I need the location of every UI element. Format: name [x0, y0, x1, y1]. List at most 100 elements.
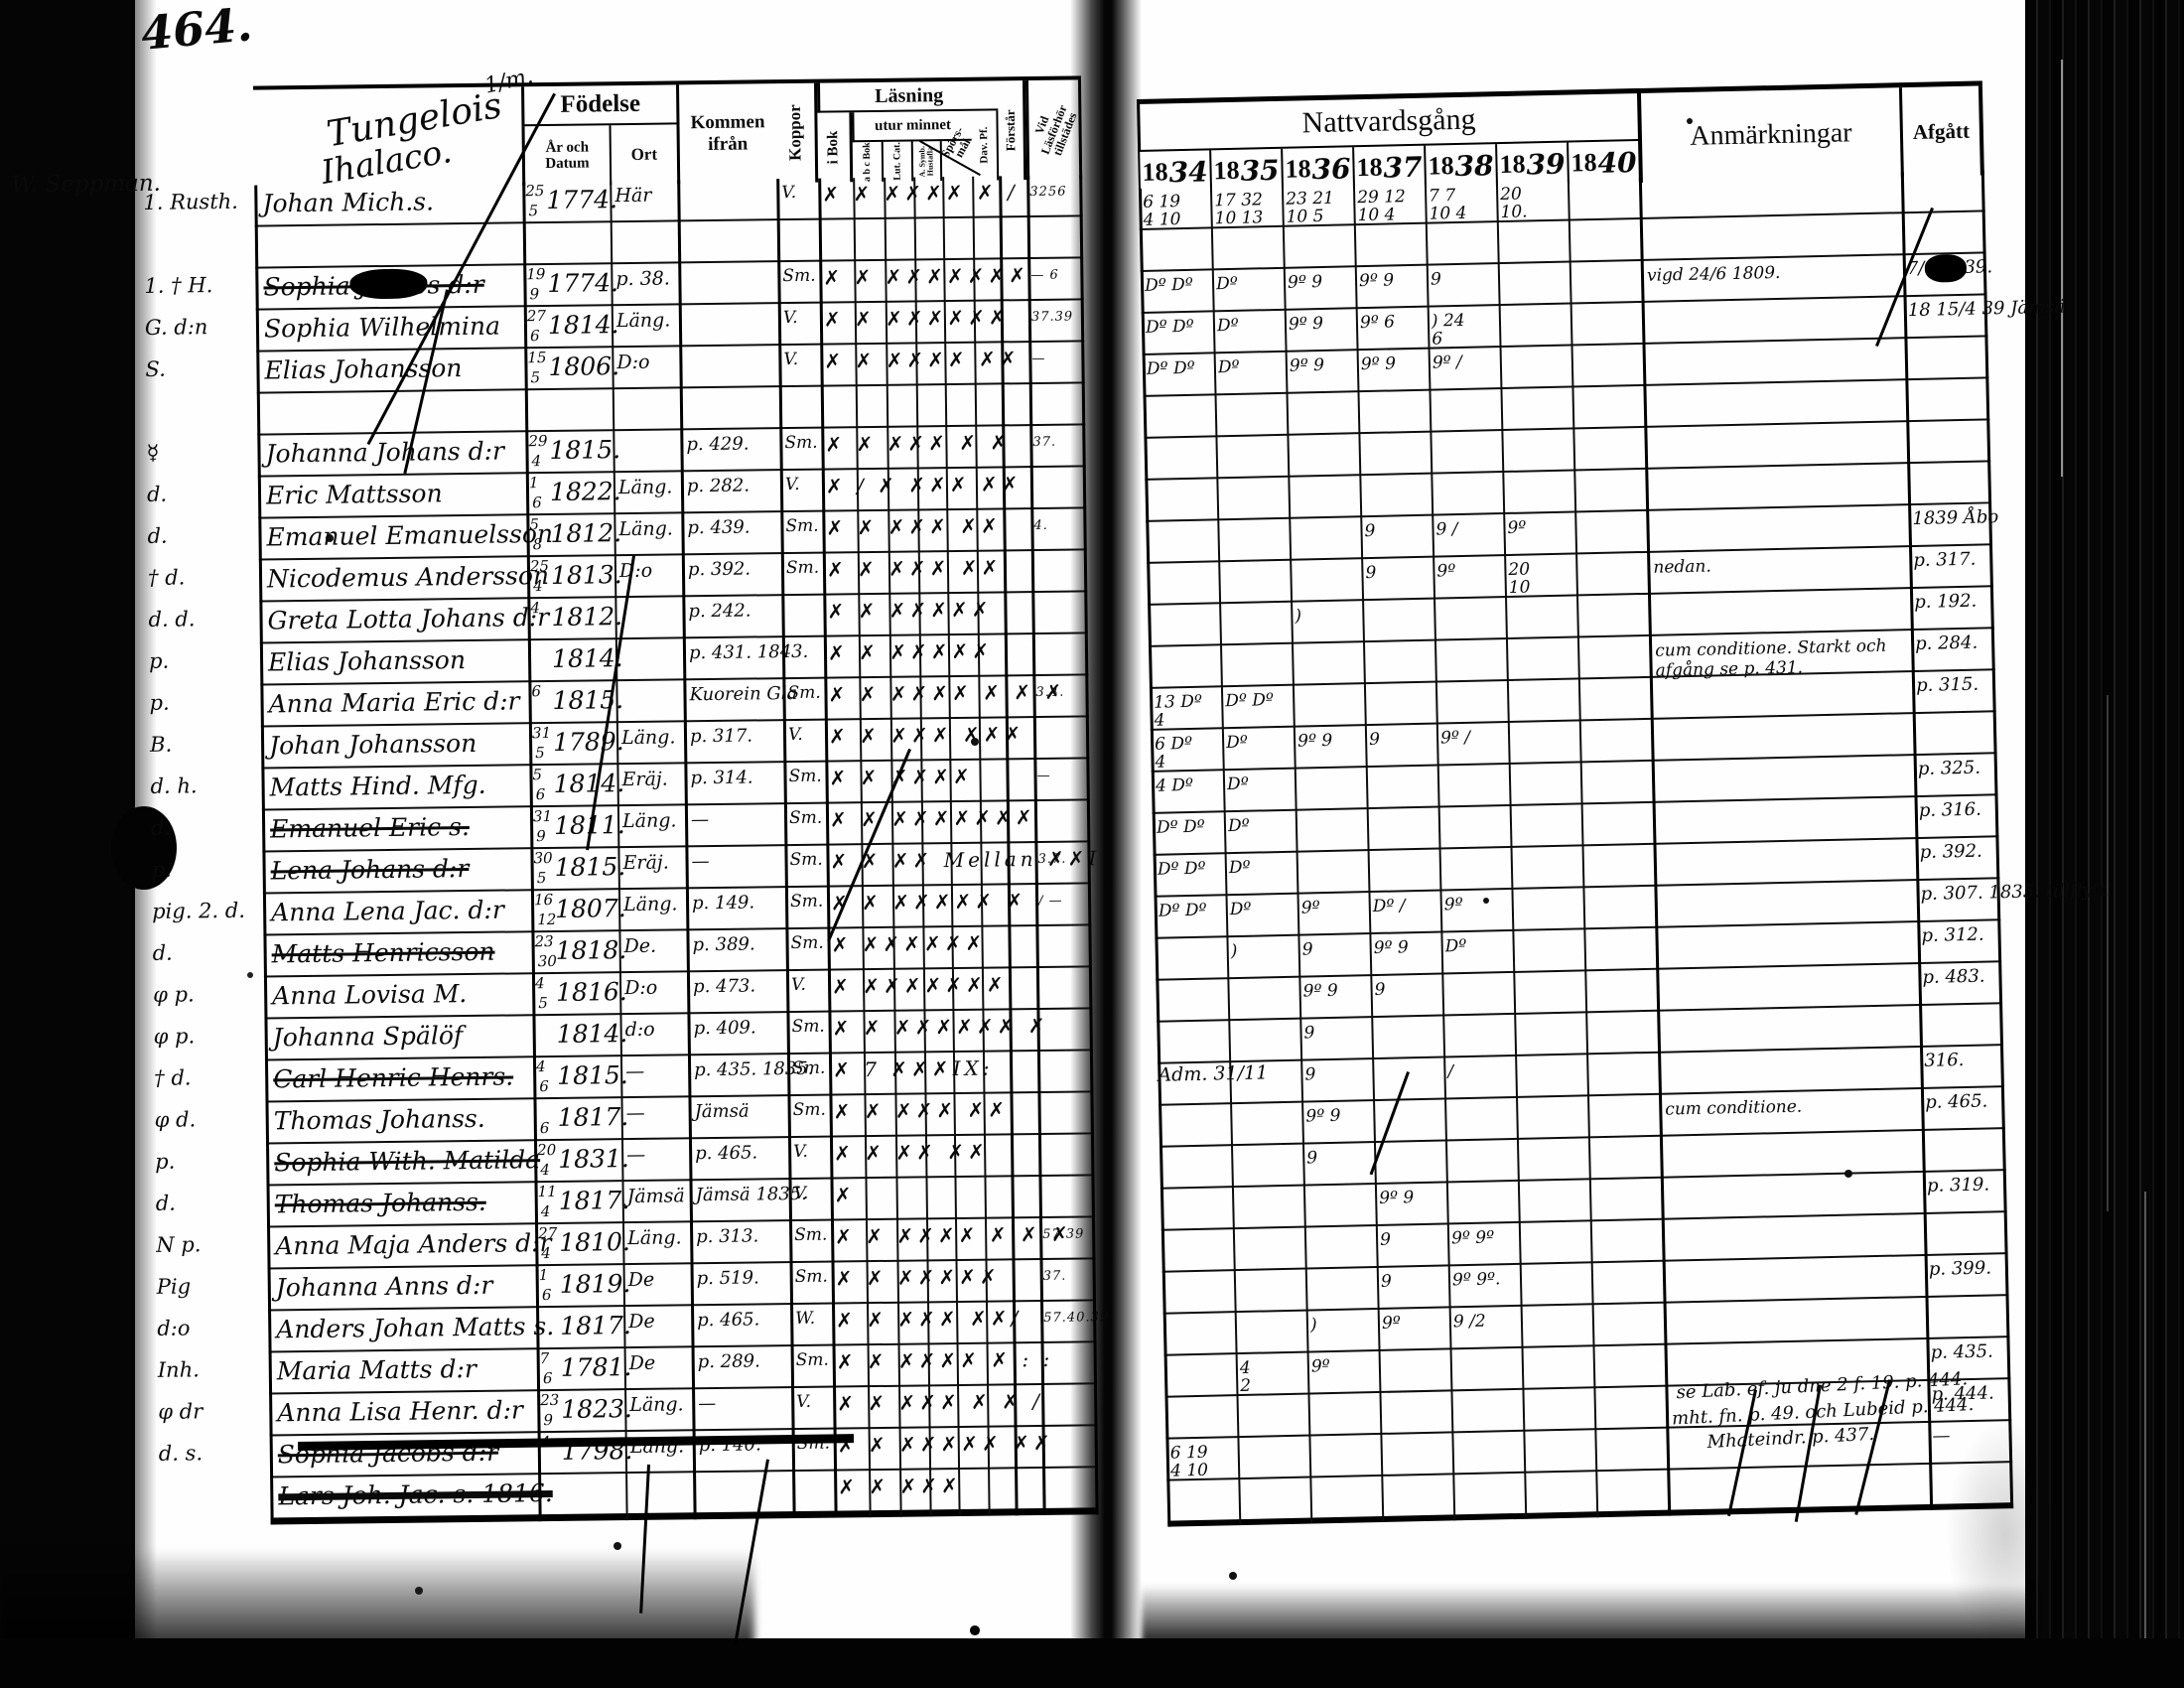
name-cell: Johanna Spälöf	[272, 1021, 464, 1053]
communion-mark: 9	[1304, 1064, 1374, 1084]
book-right-edge	[2025, 0, 2184, 1688]
row-label: φ d.	[154, 1107, 197, 1132]
communion-mark: 9	[1302, 939, 1372, 959]
name-cell: Lars Joh. Jac. s. 1816.	[278, 1478, 553, 1511]
header-i-bok: i Bok	[817, 112, 854, 183]
communion-line: 9º 9	[1373, 937, 1409, 958]
came-from: —	[691, 851, 710, 873]
communion-mark: 9º ∕	[1440, 728, 1510, 749]
name-cell: Johan Mich.s.	[262, 187, 435, 218]
birth-month: 5	[530, 368, 541, 387]
communion-line: 6 Dº	[1154, 733, 1193, 755]
communion-mark: 9	[1431, 269, 1500, 289]
birth-day: 30	[533, 848, 553, 868]
smallpox-mark: Sm.	[794, 1224, 828, 1246]
birth-year: 1822.	[549, 477, 621, 506]
communion-mark: 4 Dº	[1156, 775, 1225, 796]
header-afgatt: Afgått	[1898, 85, 1984, 178]
departed-ref: p. 316.	[1918, 798, 1982, 821]
remark-note: cum conditione.	[1665, 1096, 1803, 1120]
birth-month: 9	[529, 285, 540, 304]
bottom-shadow-right	[1142, 1585, 2035, 1644]
communion-line: 9º 9	[1360, 353, 1397, 375]
birth-year: 1816.	[555, 977, 627, 1007]
departed-ref: p. 483.	[1922, 965, 1985, 988]
birth-place: De	[628, 1351, 656, 1375]
communion-line: 9º 9º	[1450, 1227, 1495, 1249]
communion-line: 9	[1368, 729, 1381, 751]
communion-line: 9º	[1300, 898, 1320, 918]
birth-place: Läng.	[627, 1226, 682, 1250]
attendance-mark: —	[1031, 351, 1046, 367]
birth-place: Eräj.	[622, 851, 669, 875]
birth-month: 4	[533, 577, 543, 596]
birth-day: 31	[531, 723, 552, 743]
birth-day: 1	[538, 1266, 549, 1285]
header-koppor: Koppor	[775, 82, 819, 184]
communion-mark: Dº	[1444, 936, 1514, 956]
smallpox-mark: V.	[796, 1391, 812, 1413]
birth-place: Läng.	[629, 1393, 684, 1417]
communion-line: 2	[1240, 1375, 1252, 1397]
birth-month: 6	[529, 327, 540, 346]
row-label: ☿	[146, 440, 160, 465]
communion-mark: 9	[1369, 730, 1438, 750]
smallpox-mark: Sm.	[795, 1349, 830, 1371]
communion-mark: )	[1310, 1315, 1380, 1335]
birth-month: 9	[536, 827, 546, 846]
communion-line: Dº Dº	[1156, 816, 1205, 838]
reading-marks: ✗ ✗ ✗✗✗✗✗	[827, 597, 993, 624]
departed-ref: p. 435.	[1930, 1340, 1993, 1363]
header-year-hand: 39	[1526, 147, 1566, 181]
birth-month: 6	[542, 1369, 553, 1388]
birth-day: 1	[528, 474, 539, 492]
smallpox-mark: V.	[790, 974, 806, 996]
communion-mark: 9	[1303, 1023, 1373, 1043]
communion-line: 10	[1508, 577, 1531, 598]
came-from: p. 389.	[692, 933, 755, 956]
birth-year: 1814.	[556, 1019, 628, 1049]
birth-year: 1815.	[557, 1060, 628, 1090]
communion-mark: 9º	[1311, 1356, 1381, 1376]
attendance-mark: 3.7.	[1037, 851, 1067, 867]
communion-mark: 9º 6	[1360, 312, 1430, 333]
name-cell: Carl Henric Henrs.	[273, 1061, 514, 1094]
communion-mark: )	[1231, 941, 1300, 961]
communion-mark: )	[1295, 606, 1364, 627]
attendance-mark: 37.	[1032, 434, 1057, 451]
name-cell: Anna Lovisa M.	[272, 979, 468, 1011]
communion-line: 10 5	[1286, 206, 1324, 227]
communion-line: Dº Dº	[1225, 690, 1275, 712]
communion-line: 23 21	[1286, 188, 1335, 210]
birth-month: 6	[541, 1286, 552, 1305]
row-label: pig. 2. d.	[151, 898, 246, 923]
communion-mark: 29 12 10 4	[1357, 187, 1428, 225]
birth-place: —	[625, 1101, 645, 1125]
communion-line: 6 19	[1143, 192, 1181, 212]
came-from: p. 439.	[687, 516, 751, 539]
birth-month: 5	[538, 994, 548, 1013]
came-from: p. 242.	[688, 600, 751, 623]
birth-year: 1817.	[558, 1186, 630, 1215]
birth-day: 29	[528, 432, 548, 451]
communion-mark: Dº	[1227, 774, 1297, 794]
came-from: p. 465.	[697, 1309, 760, 1332]
communion-line: Dº Dº	[1144, 274, 1193, 296]
name-cell: Johanna Johans d:r	[265, 436, 505, 469]
attendance-mark: 4.	[1033, 517, 1048, 534]
birth-month: 4	[541, 1244, 552, 1263]
row-label: 1. Rusth.	[143, 189, 239, 214]
departed-ref: p. 312.	[1921, 923, 1984, 946]
row-label: d. d.	[148, 607, 196, 632]
communion-line: 13 Dº	[1154, 691, 1203, 713]
name-cell: Eric Mattsson	[265, 479, 443, 510]
communion-mark: 9	[1365, 563, 1434, 583]
birth-place: Läng.	[618, 517, 673, 541]
communion-mark: ∕	[1447, 1061, 1517, 1081]
name-cell: Emanuel Emanuelsson	[266, 518, 554, 552]
communion-mark: Dº	[1217, 316, 1287, 336]
birth-month: 5	[535, 744, 545, 763]
communion-line: Dº	[1215, 273, 1238, 295]
departed-ref: 316.	[1924, 1050, 1965, 1071]
header-year-hand: 36	[1311, 151, 1351, 186]
